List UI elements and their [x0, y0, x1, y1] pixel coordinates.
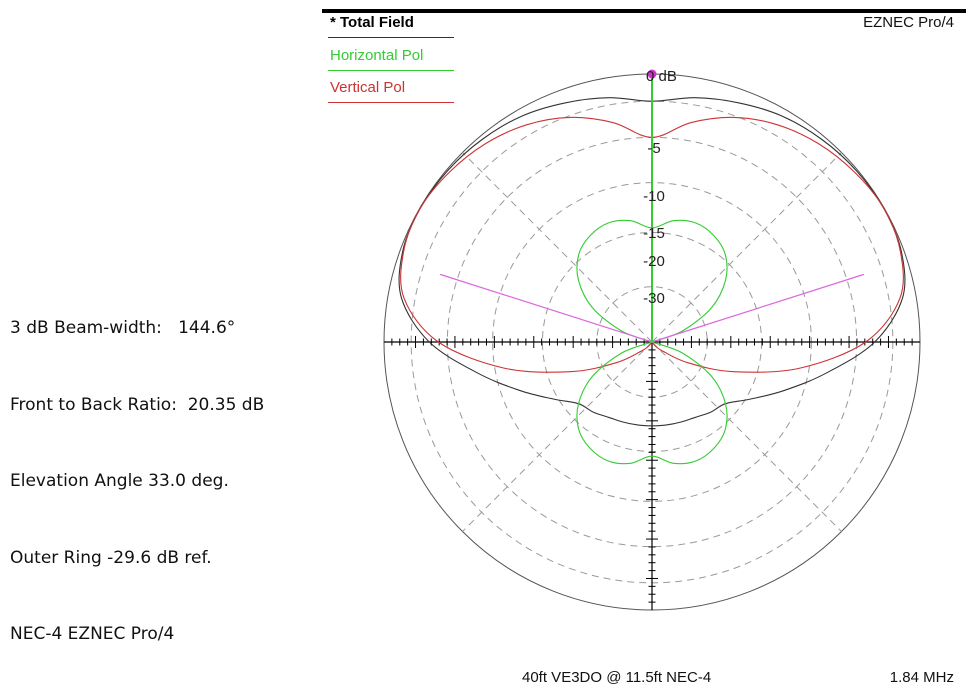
legend-total-line — [328, 37, 454, 38]
program-title: EZNEC Pro/4 — [863, 14, 954, 31]
max-gain-marker — [647, 69, 657, 79]
grid-spoke — [462, 152, 653, 343]
ring-label: -30 — [643, 290, 665, 307]
beamwidth-text: 3 dB Beam-width: 144.6° — [10, 318, 236, 338]
frequency-label: 1.84 MHz — [889, 669, 954, 686]
front-to-back-text: Front to Back Ratio: 20.35 dB — [10, 394, 265, 415]
grid-spoke — [651, 152, 842, 343]
pattern-summary: 3 dB Beam-width: 144.6° Front to Back Ra… — [10, 265, 350, 673]
grid-spoke — [462, 341, 653, 532]
ring-label: -10 — [643, 188, 665, 205]
ring-label: -20 — [643, 253, 665, 270]
legend-vertical-pol: Vertical Pol — [330, 79, 406, 96]
ring-label: 0 dB — [646, 68, 677, 85]
outer-ring-text: Outer Ring -29.6 dB ref. — [10, 547, 212, 568]
legend-total-field: * Total Field — [330, 14, 414, 31]
legend-horizontal-pol: Horizontal Pol — [330, 47, 424, 64]
engine-text: NEC-4 EZNEC Pro/4 — [10, 624, 175, 644]
ring-label: -5 — [647, 140, 660, 157]
elevation-text: Elevation Angle 33.0 deg. — [10, 471, 229, 491]
beamwidth-line — [439, 273, 653, 343]
antenna-description: 40ft VE3DO @ 11.5ft NEC-4 — [522, 669, 712, 686]
legend-horizontal-line — [328, 70, 454, 71]
legend-vertical-line — [328, 102, 454, 103]
ring-label: -15 — [643, 225, 665, 242]
ring-labels: 0 dB -5 -10 -15 -20 -30 — [643, 68, 677, 307]
series-line-horizontal-pol — [576, 219, 728, 465]
grid-spoke — [651, 341, 842, 532]
pattern-series — [398, 69, 906, 465]
beamwidth-line — [651, 273, 865, 343]
